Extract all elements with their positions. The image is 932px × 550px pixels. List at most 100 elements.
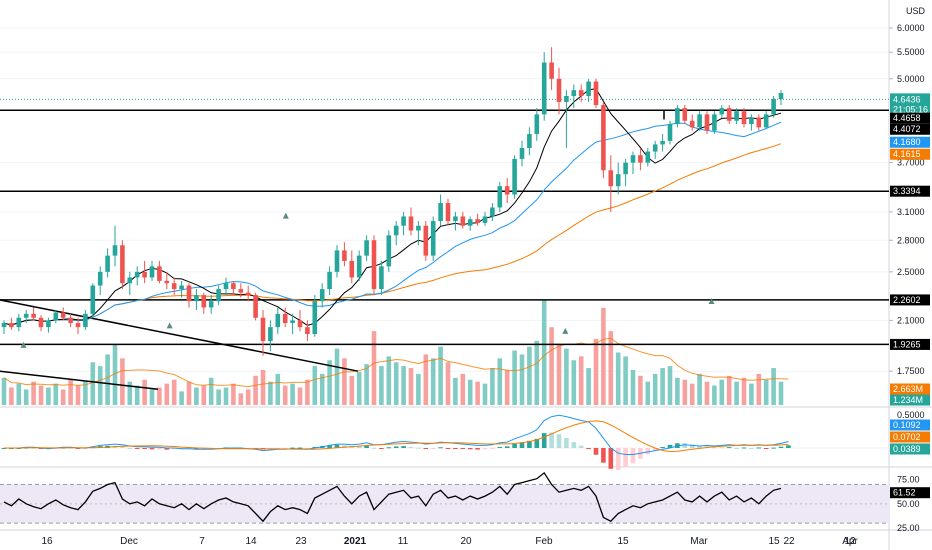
candle[interactable] <box>615 162 621 195</box>
candle[interactable] <box>719 105 725 118</box>
candle[interactable] <box>586 78 591 102</box>
candle[interactable] <box>756 114 762 131</box>
candle[interactable] <box>608 155 614 212</box>
candle[interactable] <box>660 134 665 152</box>
candle[interactable] <box>712 111 717 135</box>
candle[interactable] <box>208 295 214 314</box>
candle[interactable] <box>23 309 29 324</box>
candle[interactable] <box>68 313 73 328</box>
trendline[interactable] <box>0 370 159 391</box>
candle[interactable] <box>460 211 466 229</box>
candle[interactable] <box>90 283 96 318</box>
candle[interactable] <box>356 250 362 281</box>
candle[interactable] <box>253 292 258 321</box>
candle[interactable] <box>171 277 177 296</box>
candle[interactable] <box>223 277 229 296</box>
candle[interactable] <box>112 225 118 267</box>
candle[interactable] <box>60 307 66 321</box>
candle[interactable] <box>527 127 532 156</box>
candle[interactable] <box>623 158 628 187</box>
candle[interactable] <box>31 307 36 321</box>
candle[interactable] <box>53 309 59 324</box>
candle[interactable] <box>763 111 769 129</box>
candle[interactable] <box>9 317 14 330</box>
candle[interactable] <box>593 78 599 109</box>
candle[interactable] <box>105 248 110 278</box>
candle[interactable] <box>186 283 192 308</box>
candle[interactable] <box>445 198 451 226</box>
rsi-panel[interactable] <box>0 471 889 524</box>
trendline[interactable] <box>0 299 359 372</box>
candle[interactable] <box>157 260 162 284</box>
candle[interactable] <box>75 317 81 334</box>
candle[interactable] <box>142 260 147 284</box>
candle[interactable] <box>260 309 266 356</box>
candle[interactable] <box>430 216 436 261</box>
candle[interactable] <box>541 52 547 121</box>
candle[interactable] <box>467 216 473 231</box>
candle[interactable] <box>120 240 125 290</box>
candle[interactable] <box>127 271 133 296</box>
candle[interactable] <box>453 211 458 231</box>
candle[interactable] <box>564 90 569 148</box>
candle[interactable] <box>238 283 244 298</box>
candle[interactable] <box>16 313 22 332</box>
candle[interactable] <box>645 147 651 167</box>
candle[interactable] <box>134 266 140 286</box>
candle[interactable] <box>601 101 606 179</box>
candle[interactable] <box>652 140 658 159</box>
candle[interactable] <box>416 221 421 246</box>
candle[interactable] <box>194 289 199 310</box>
candle[interactable] <box>504 178 510 204</box>
candle[interactable] <box>682 105 688 125</box>
candle[interactable] <box>297 309 303 332</box>
candle[interactable] <box>364 235 369 261</box>
candle[interactable] <box>519 140 525 167</box>
price-panel[interactable] <box>0 47 889 405</box>
macd-panel[interactable] <box>1 414 791 470</box>
candle[interactable] <box>245 285 251 302</box>
candle[interactable] <box>497 182 503 212</box>
candle[interactable] <box>216 285 221 305</box>
candle[interactable] <box>312 295 318 337</box>
candle[interactable] <box>482 211 488 226</box>
candle[interactable] <box>319 283 325 308</box>
candle[interactable] <box>423 221 429 261</box>
candle[interactable] <box>438 194 443 226</box>
candle[interactable] <box>371 235 377 296</box>
candle[interactable] <box>290 313 295 334</box>
candle[interactable] <box>734 108 739 125</box>
candle[interactable] <box>556 67 562 115</box>
candle[interactable] <box>327 266 332 296</box>
candle[interactable] <box>97 266 103 296</box>
candle[interactable] <box>689 114 695 131</box>
candle[interactable] <box>726 105 732 125</box>
candle[interactable] <box>778 90 784 106</box>
candle[interactable] <box>164 271 170 290</box>
candle[interactable] <box>549 47 554 91</box>
candle[interactable] <box>46 317 51 333</box>
candle[interactable] <box>697 111 702 131</box>
candle[interactable] <box>379 260 384 296</box>
candle[interactable] <box>534 108 540 141</box>
price-axis[interactable]: 6.0000 5.5000 5.0000 3.7000 3.1000 2.8000 2.50… <box>889 6 930 533</box>
candle[interactable] <box>475 213 480 226</box>
candle[interactable] <box>741 108 747 128</box>
candle[interactable] <box>630 151 636 175</box>
candle[interactable] <box>386 230 392 272</box>
candle[interactable] <box>401 211 406 236</box>
candle[interactable] <box>201 292 207 314</box>
candle[interactable] <box>275 307 281 334</box>
candle[interactable] <box>179 280 184 298</box>
candle[interactable] <box>490 203 495 222</box>
candle[interactable] <box>667 120 673 145</box>
candle[interactable] <box>512 155 517 199</box>
candle[interactable] <box>83 309 88 330</box>
candle[interactable] <box>268 320 273 352</box>
candle[interactable] <box>408 207 414 236</box>
candle[interactable] <box>149 260 155 281</box>
candle[interactable] <box>305 320 310 342</box>
candle[interactable] <box>704 111 710 135</box>
